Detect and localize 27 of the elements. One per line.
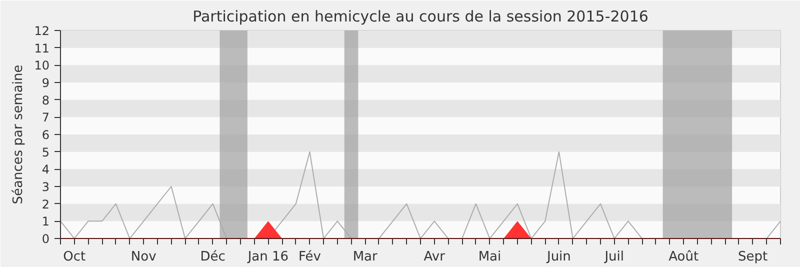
y-tick-label: 9 (42, 76, 50, 90)
x-tick-label: Sept (738, 250, 768, 264)
x-tick-label: Juin (546, 250, 571, 264)
y-tick-label: 6 (42, 128, 50, 142)
x-tick-label: Mar (352, 250, 378, 264)
y-tick-label: 1 (42, 214, 50, 229)
x-tick-label: Jan 16 (246, 250, 289, 264)
y-tick-label: 12 (34, 24, 50, 38)
x-tick-label: Fév (298, 250, 322, 264)
y-tick-label: 7 (42, 110, 50, 125)
chart-title: Participation en hemicycle au cours de la session 2015-2016 (192, 8, 648, 26)
y-tick-label: 5 (42, 145, 50, 160)
y-tick-label: 0 (42, 232, 50, 246)
y-tick-label: 2 (42, 197, 50, 212)
y-tick-label: 8 (42, 93, 50, 108)
x-tick-label: Nov (130, 250, 157, 264)
x-tick-label: Avr (424, 250, 446, 264)
y-axis-title: Séances par semaine (11, 64, 26, 204)
x-tick-label: Oct (63, 250, 86, 264)
x-tick-label: Juil (604, 250, 624, 264)
x-tick-label: Mai (478, 250, 502, 264)
x-tick-label: Déc (200, 250, 226, 264)
y-tick-label: 3 (42, 180, 50, 194)
y-tick-label: 10 (34, 58, 50, 73)
y-tick-label: 4 (42, 162, 50, 177)
y-tick-label: 11 (34, 41, 50, 56)
x-tick-label: Août (668, 250, 699, 264)
